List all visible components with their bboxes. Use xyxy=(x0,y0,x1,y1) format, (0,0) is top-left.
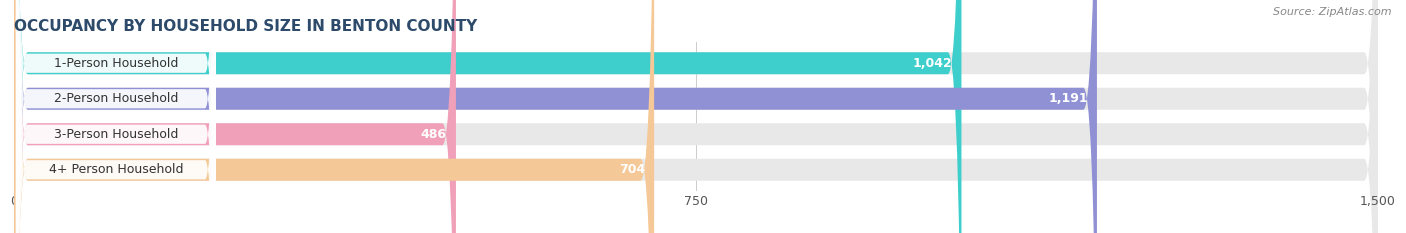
FancyBboxPatch shape xyxy=(15,0,217,233)
Text: OCCUPANCY BY HOUSEHOLD SIZE IN BENTON COUNTY: OCCUPANCY BY HOUSEHOLD SIZE IN BENTON CO… xyxy=(14,19,477,34)
Text: 1,042: 1,042 xyxy=(912,57,952,70)
FancyBboxPatch shape xyxy=(14,0,1378,233)
FancyBboxPatch shape xyxy=(14,0,654,233)
Text: 1,191: 1,191 xyxy=(1049,92,1088,105)
FancyBboxPatch shape xyxy=(14,0,1378,233)
Text: 486: 486 xyxy=(420,128,447,141)
Text: 704: 704 xyxy=(619,163,645,176)
FancyBboxPatch shape xyxy=(14,0,1378,233)
FancyBboxPatch shape xyxy=(15,0,217,233)
Text: 4+ Person Household: 4+ Person Household xyxy=(49,163,183,176)
FancyBboxPatch shape xyxy=(15,0,217,233)
FancyBboxPatch shape xyxy=(14,0,962,233)
FancyBboxPatch shape xyxy=(14,0,1097,233)
Text: 1-Person Household: 1-Person Household xyxy=(53,57,179,70)
FancyBboxPatch shape xyxy=(15,0,217,233)
Text: 2-Person Household: 2-Person Household xyxy=(53,92,179,105)
Text: Source: ZipAtlas.com: Source: ZipAtlas.com xyxy=(1274,7,1392,17)
FancyBboxPatch shape xyxy=(14,0,456,233)
Text: 3-Person Household: 3-Person Household xyxy=(53,128,179,141)
FancyBboxPatch shape xyxy=(14,0,1378,233)
